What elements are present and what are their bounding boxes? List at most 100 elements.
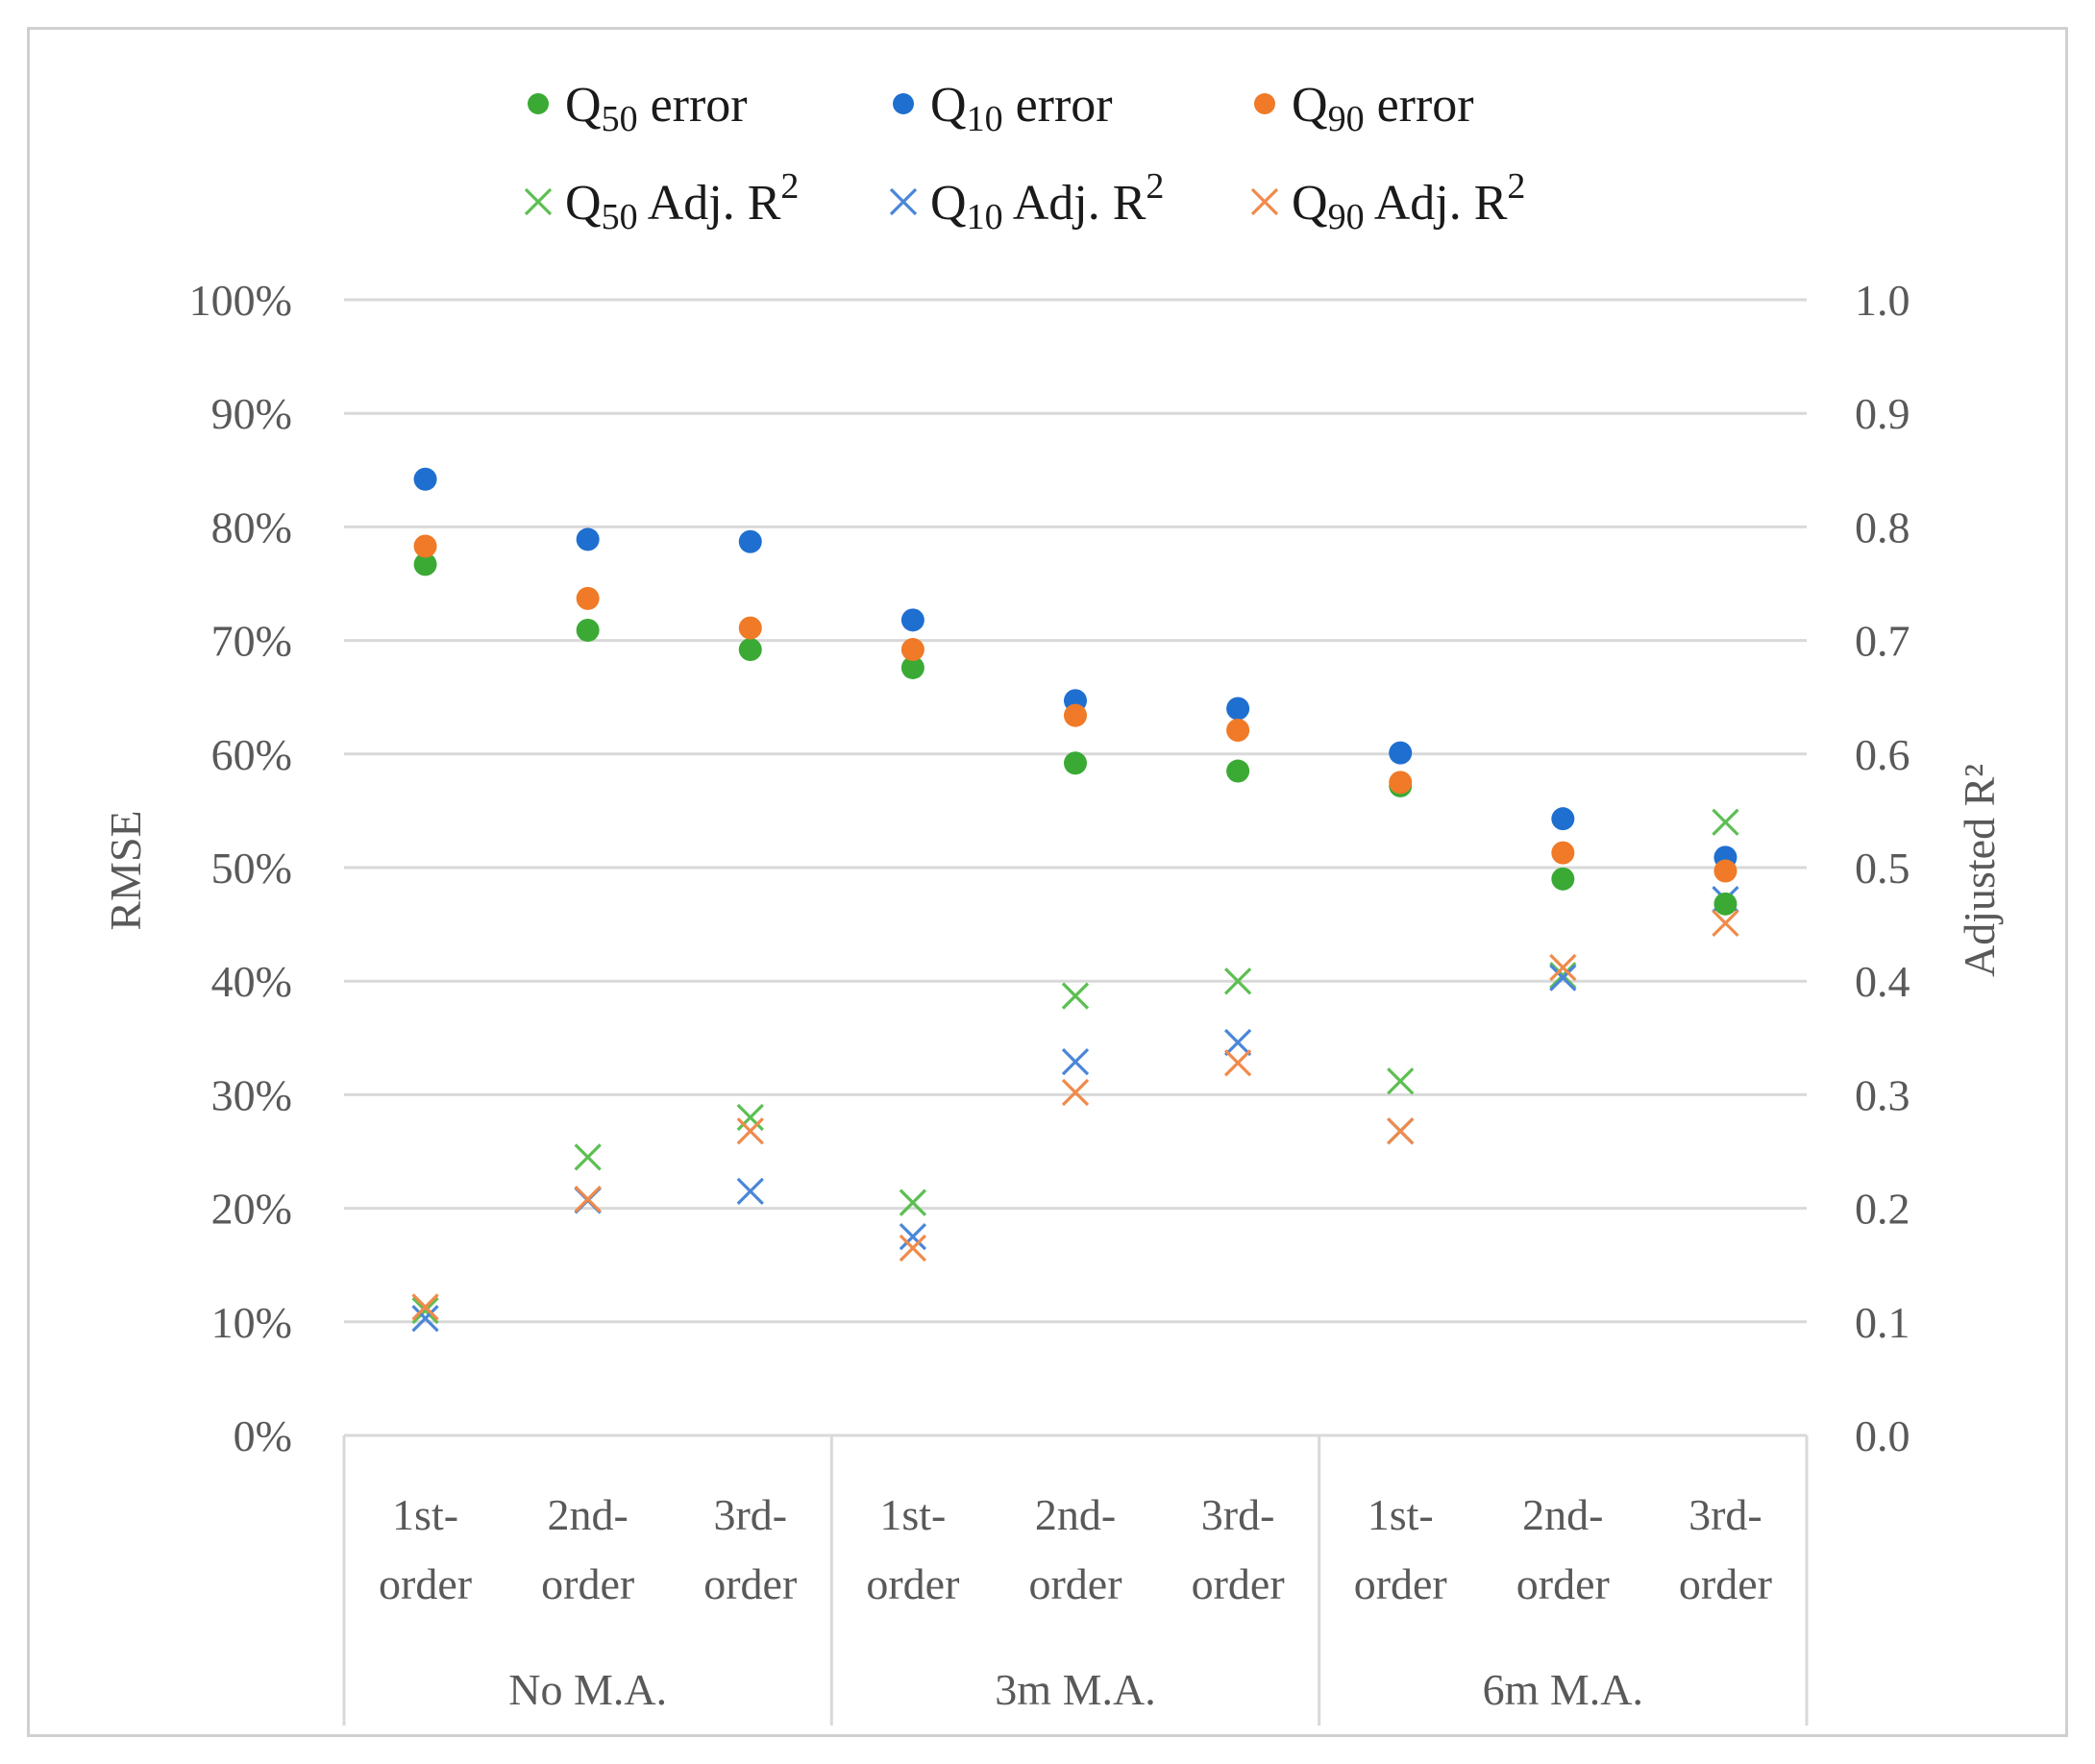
category-axis: 1st-order 2nd-order 3rd-order 1st-order 2nd-… <box>342 1435 1809 1726</box>
category-label: 2nd- <box>1035 1490 1116 1539</box>
series-q10-adj-r2 <box>411 885 1739 1333</box>
group-label: No M.A. <box>508 1665 667 1714</box>
data-point-x <box>899 1188 927 1216</box>
data-point-x <box>1061 1078 1090 1107</box>
data-point-x <box>1712 909 1739 938</box>
right-axis-title: Adjusted R² <box>1955 764 2004 977</box>
data-point-dot <box>1551 807 1575 831</box>
right-tick-label: 1.0 <box>1855 276 1910 325</box>
right-tick-label: 0.7 <box>1855 617 1910 666</box>
legend-item: Q10 Adj. R2 <box>889 166 1164 237</box>
left-axis-title: RMSE <box>101 810 150 930</box>
data-point-x <box>1223 968 1252 995</box>
legend-item: Q10 error <box>893 78 1113 139</box>
category-label: 3rd- <box>713 1490 787 1539</box>
left-axis-ticks: 0% 10% 20% 30% 40% 50% 60% 70% 80% 90% 100% <box>189 276 292 1460</box>
data-point-dot <box>1226 759 1250 783</box>
series-q50-adj-r2 <box>411 808 1739 1325</box>
data-marks <box>411 467 1739 1333</box>
right-tick-label: 0.2 <box>1855 1185 1910 1234</box>
data-point-x <box>411 1296 439 1325</box>
data-point-x <box>411 1293 439 1321</box>
category-label: 3rd- <box>1688 1490 1762 1539</box>
data-point-x <box>736 1103 764 1132</box>
data-point-dot <box>576 586 600 610</box>
legend-x-icon <box>889 187 918 216</box>
category-label: order <box>379 1559 472 1608</box>
category-label: 1st- <box>1368 1490 1434 1539</box>
category-label: order <box>703 1559 797 1608</box>
right-tick-label: 0.1 <box>1855 1298 1910 1347</box>
data-point-dot <box>1713 859 1738 883</box>
data-point-x <box>574 1186 602 1213</box>
gridlines <box>344 298 1807 1437</box>
right-tick-label: 0.5 <box>1855 844 1910 893</box>
legend-x-icon <box>1250 187 1279 216</box>
legend-label: Q90 Adj. R2 <box>1292 166 1525 237</box>
data-point-dot <box>1551 841 1575 865</box>
legend-label: Q90 error <box>1292 78 1474 139</box>
category-label: order <box>541 1559 634 1608</box>
data-point-dot <box>1226 718 1250 742</box>
data-point-dot <box>1713 892 1738 916</box>
data-point-dot <box>1389 771 1413 795</box>
data-point-x <box>411 1305 439 1333</box>
right-tick-label: 0.8 <box>1855 502 1910 551</box>
data-point-x <box>899 1234 927 1262</box>
data-point-dot <box>738 638 762 662</box>
legend-dot-icon <box>528 93 549 114</box>
left-tick-label: 40% <box>211 957 292 1006</box>
data-point-dot <box>576 527 600 551</box>
category-label: order <box>1028 1559 1121 1608</box>
legend-dot-icon <box>893 93 914 114</box>
left-tick-label: 90% <box>211 389 292 438</box>
right-tick-label: 0.6 <box>1855 730 1910 779</box>
data-point-x <box>1549 964 1577 992</box>
data-point-dot <box>413 467 437 491</box>
series-q90-error <box>413 534 1738 883</box>
category-label: order <box>1192 1559 1285 1608</box>
legend-label: Q10 error <box>930 78 1113 139</box>
data-point-x <box>736 1117 764 1145</box>
right-tick-label: 0.9 <box>1855 389 1910 438</box>
category-label: order <box>1516 1559 1610 1608</box>
data-point-dot <box>738 529 762 553</box>
right-axis-ticks: 0.0 0.1 0.2 0.3 0.4 0.5 0.6 0.7 0.8 0.9 1.0 <box>1855 276 1910 1460</box>
data-point-dot <box>900 608 924 632</box>
left-tick-label: 60% <box>211 730 292 779</box>
left-tick-label: 10% <box>211 1298 292 1347</box>
data-point-dot <box>413 534 437 558</box>
left-tick-label: 20% <box>211 1185 292 1234</box>
left-tick-label: 70% <box>211 617 292 666</box>
legend-label: Q50 Adj. R2 <box>565 166 799 237</box>
category-label: order <box>1354 1559 1447 1608</box>
data-point-x <box>736 1177 764 1206</box>
series-q10-error <box>413 467 1738 870</box>
data-point-dot <box>900 638 924 662</box>
legend-item: Q50 error <box>528 78 748 139</box>
legend-label: Q10 Adj. R2 <box>930 166 1164 237</box>
group-label: 3m M.A. <box>995 1665 1155 1714</box>
left-tick-label: 0% <box>234 1411 292 1460</box>
data-point-x <box>1061 1047 1090 1076</box>
data-point-x <box>1387 1067 1415 1095</box>
legend: Q50 error Q10 error Q90 error Q50 Adj. R2 Q1… <box>524 78 1525 237</box>
data-point-x <box>899 1223 927 1251</box>
legend-label: Q50 error <box>565 78 748 139</box>
legend-dot-icon <box>1254 93 1275 114</box>
data-point-dot <box>1389 741 1413 765</box>
category-label: order <box>1679 1559 1772 1608</box>
data-point-dot <box>900 655 924 679</box>
data-point-dot <box>738 616 762 640</box>
category-label: 3rd- <box>1201 1490 1275 1539</box>
series-q50-error <box>413 552 1738 916</box>
series-q90-adj-r2 <box>411 909 1739 1321</box>
right-tick-label: 0.4 <box>1855 957 1910 1006</box>
legend-item: Q90 error <box>1254 78 1474 139</box>
right-tick-label: 0.0 <box>1855 1411 1910 1460</box>
data-point-dot <box>413 552 437 576</box>
data-point-x <box>574 1143 602 1171</box>
category-label: order <box>866 1559 959 1608</box>
data-point-x <box>1223 1049 1252 1077</box>
